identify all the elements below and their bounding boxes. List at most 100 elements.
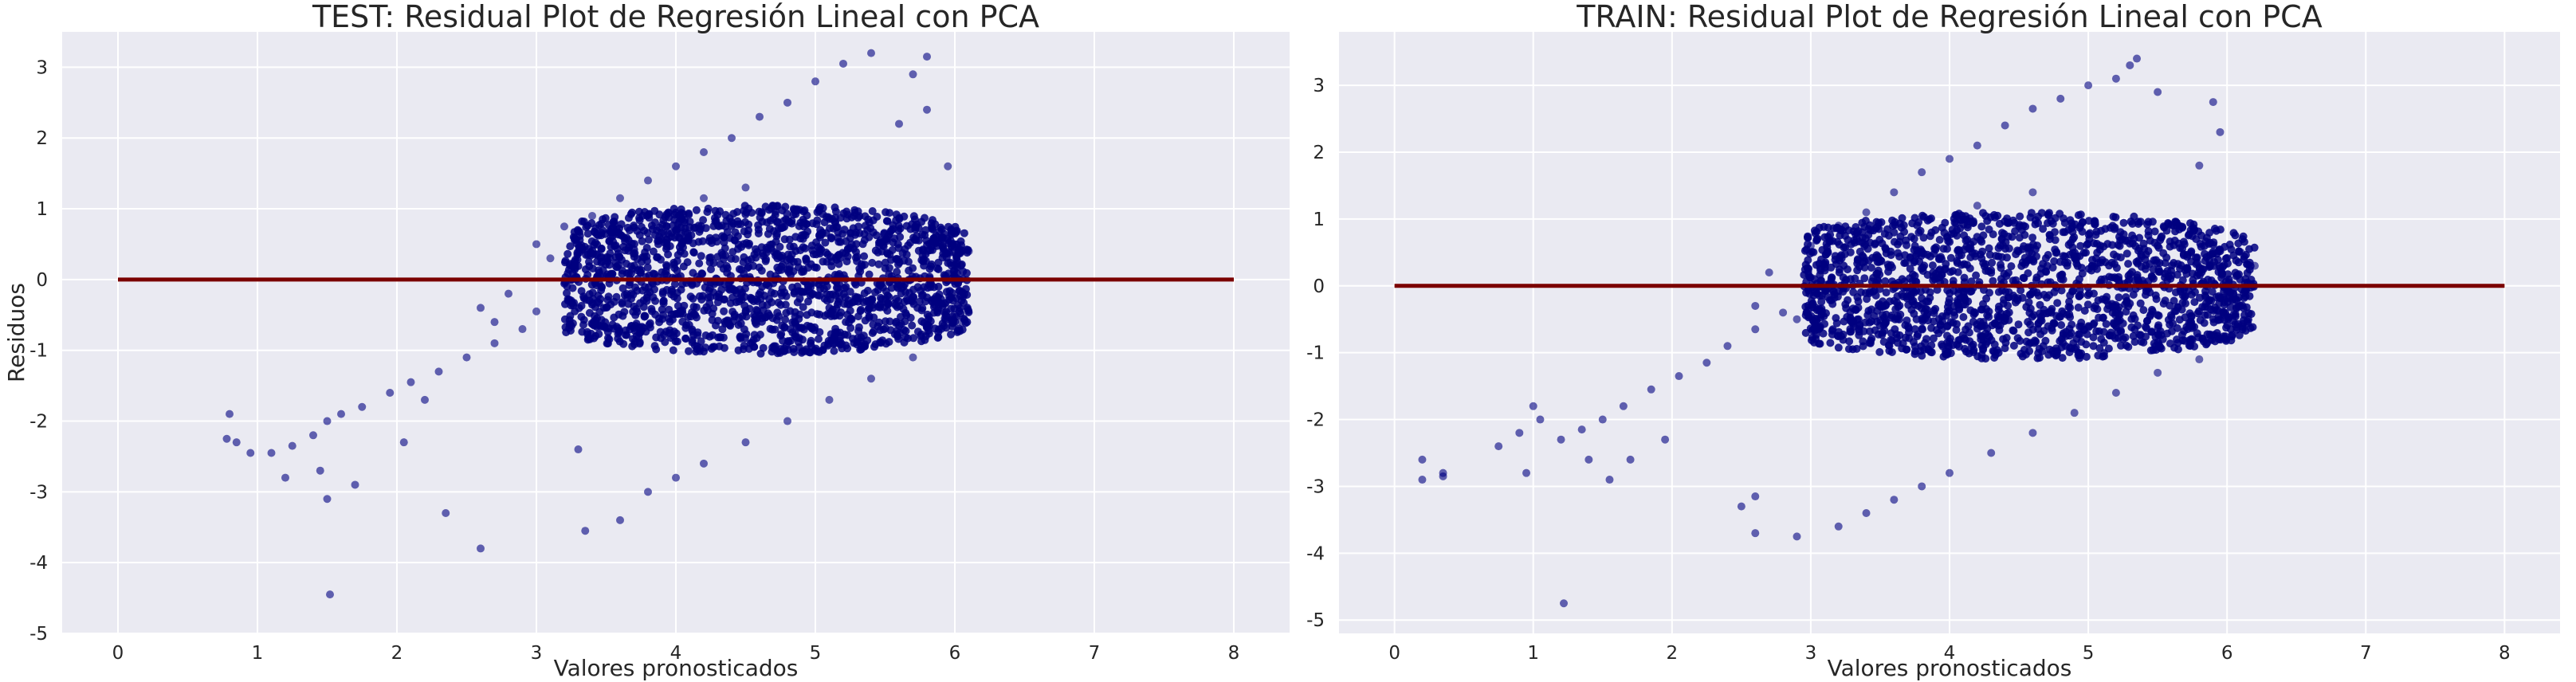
scatter-point bbox=[754, 221, 763, 229]
scatter-point bbox=[1906, 290, 1915, 299]
scatter-point bbox=[1890, 237, 1899, 246]
scatter-point bbox=[1834, 221, 1843, 230]
scatter-point bbox=[2093, 305, 2102, 313]
scatter-point bbox=[1834, 522, 1843, 531]
scatter-point bbox=[1833, 331, 1842, 340]
scatter-point bbox=[685, 209, 693, 218]
scatter-point bbox=[1808, 316, 1817, 325]
scatter-point bbox=[623, 293, 632, 302]
scatter-point bbox=[1987, 449, 1996, 457]
y-tick-label: -5 bbox=[1306, 610, 1325, 631]
scatter-point bbox=[707, 265, 715, 273]
scatter-point bbox=[1817, 297, 1826, 306]
scatter-point bbox=[2122, 249, 2131, 258]
scatter-point bbox=[644, 488, 652, 496]
scatter-point bbox=[618, 284, 627, 292]
scatter-point bbox=[1918, 325, 1926, 334]
scatter-point bbox=[601, 229, 610, 238]
scatter-point bbox=[1800, 271, 1808, 279]
scatter-point bbox=[834, 260, 843, 268]
scatter-point bbox=[2242, 303, 2251, 312]
scatter-point bbox=[2007, 262, 2016, 271]
scatter-point bbox=[1977, 222, 1986, 231]
scatter-point bbox=[1921, 339, 1929, 347]
scatter-point bbox=[635, 339, 644, 348]
x-tick-label: 8 bbox=[1228, 643, 1240, 664]
scatter-point bbox=[785, 262, 794, 271]
scatter-point bbox=[2117, 341, 2125, 350]
scatter-point bbox=[657, 235, 666, 244]
scatter-point bbox=[2028, 233, 2037, 242]
scatter-point bbox=[2224, 270, 2232, 279]
scatter-point bbox=[2003, 253, 2011, 262]
scatter-point bbox=[699, 216, 708, 225]
scatter-point bbox=[615, 324, 622, 333]
scatter-point bbox=[938, 319, 947, 328]
y-tick-label: 1 bbox=[1313, 210, 1325, 230]
scatter-point bbox=[753, 307, 762, 316]
scatter-point bbox=[2031, 220, 2040, 229]
scatter-point bbox=[1977, 254, 1986, 263]
scatter-point bbox=[1820, 260, 1829, 268]
scatter-point bbox=[804, 264, 812, 272]
scatter-point bbox=[941, 311, 950, 319]
scatter-point bbox=[2108, 302, 2117, 311]
scatter-point bbox=[2068, 249, 2077, 257]
scatter-point bbox=[895, 120, 903, 128]
scatter-point bbox=[2222, 323, 2231, 332]
scatter-point bbox=[1418, 476, 1427, 484]
scatter-point bbox=[2154, 368, 2162, 377]
x-tick-label: 2 bbox=[391, 643, 403, 664]
scatter-point bbox=[826, 224, 834, 233]
scatter-point bbox=[2152, 295, 2161, 304]
scatter-point bbox=[2213, 249, 2221, 258]
x-tick-label: 7 bbox=[1089, 643, 1101, 664]
scatter-point bbox=[602, 304, 611, 312]
scatter-point bbox=[842, 318, 850, 327]
scatter-point bbox=[442, 509, 450, 517]
scatter-point bbox=[1941, 265, 1950, 273]
scatter-point bbox=[1961, 344, 1969, 353]
scatter-point bbox=[890, 234, 899, 243]
scatter-point bbox=[1806, 241, 1815, 250]
scatter-point bbox=[2161, 296, 2170, 305]
scatter-point bbox=[783, 98, 791, 107]
scatter-point bbox=[2190, 298, 2199, 307]
scatter-point bbox=[1952, 326, 1961, 335]
scatter-point bbox=[963, 304, 972, 312]
scatter-point bbox=[599, 266, 607, 275]
scatter-point bbox=[2076, 291, 2085, 300]
scatter-point bbox=[768, 325, 777, 334]
scatter-point bbox=[815, 335, 823, 343]
scatter-point bbox=[1536, 415, 1545, 424]
scatter-point bbox=[909, 334, 918, 343]
scatter-point bbox=[904, 296, 912, 305]
scatter-point bbox=[2091, 254, 2100, 263]
scatter-point bbox=[1916, 245, 1925, 254]
scatter-point bbox=[2086, 229, 2095, 237]
scatter-point bbox=[1863, 245, 1872, 253]
scatter-point bbox=[833, 328, 842, 336]
scatter-point bbox=[232, 438, 241, 447]
scatter-point bbox=[708, 309, 717, 318]
scatter-point bbox=[316, 466, 324, 475]
scatter-point bbox=[857, 345, 866, 354]
scatter-point bbox=[2072, 259, 2081, 268]
scatter-point bbox=[2060, 252, 2069, 261]
scatter-point bbox=[288, 441, 296, 450]
scatter-point bbox=[1859, 327, 1868, 335]
scatter-point bbox=[2057, 321, 2066, 329]
scatter-point bbox=[560, 222, 568, 231]
scatter-point bbox=[885, 293, 893, 301]
scatter-point bbox=[2134, 246, 2142, 255]
scatter-point bbox=[689, 294, 697, 303]
scatter-point bbox=[2192, 235, 2201, 243]
scatter-point bbox=[2039, 225, 2048, 233]
scatter-point bbox=[658, 305, 666, 314]
scatter-point bbox=[583, 250, 592, 259]
scatter-point bbox=[909, 353, 917, 362]
scatter-point bbox=[941, 299, 950, 308]
scatter-point bbox=[1950, 287, 1958, 295]
scatter-point bbox=[865, 270, 874, 279]
scatter-point bbox=[1584, 455, 1593, 464]
